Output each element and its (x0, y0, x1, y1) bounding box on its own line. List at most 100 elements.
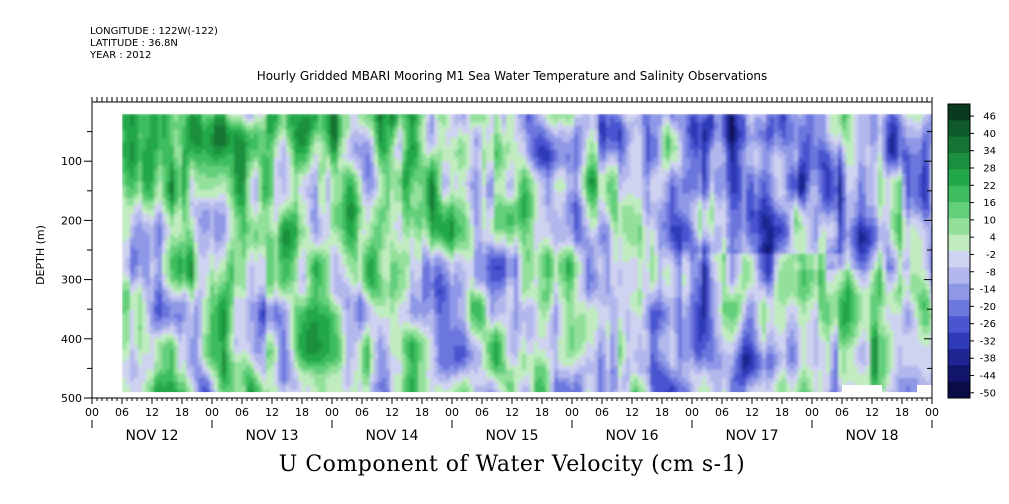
field-cell (338, 277, 343, 283)
field-cell (206, 185, 211, 191)
field-cell (126, 357, 131, 363)
field-cell (130, 185, 135, 191)
field-cell (382, 289, 387, 295)
field-cell (226, 189, 231, 195)
field-cell (134, 357, 139, 363)
field-cell (390, 313, 395, 319)
field-cell (246, 365, 251, 371)
field-cell (222, 217, 227, 223)
field-cell (262, 333, 267, 339)
field-cell (158, 297, 163, 303)
field-cell (258, 237, 263, 243)
field-cell (258, 357, 263, 363)
field-cell (286, 217, 291, 223)
field-cell (366, 197, 371, 203)
field-cell (306, 389, 311, 393)
field-cell (362, 197, 367, 203)
field-cell (282, 113, 287, 119)
field-cell (346, 253, 351, 259)
field-cell (306, 209, 311, 215)
field-cell (150, 209, 155, 215)
field-cell (390, 269, 395, 275)
field-cell (182, 353, 187, 359)
field-cell (310, 153, 315, 159)
field-cell (138, 145, 143, 151)
field-cell (190, 193, 195, 199)
field-cell (250, 369, 255, 375)
field-cell (338, 241, 343, 247)
field-cell (218, 253, 223, 259)
field-cell (122, 357, 127, 363)
field-cell (298, 129, 303, 135)
field-cell (350, 341, 355, 347)
field-cell (226, 325, 231, 331)
field-cell (282, 381, 287, 387)
field-cell (378, 305, 383, 311)
field-cell (170, 165, 175, 171)
field-cell (338, 181, 343, 187)
field-cell (242, 237, 247, 243)
field-cell (170, 281, 175, 287)
field-cell (174, 313, 179, 319)
field-cell (350, 145, 355, 151)
field-cell (378, 353, 383, 359)
field-cell (338, 253, 343, 259)
field-cell (390, 217, 395, 223)
field-cell (122, 197, 127, 203)
field-cell (402, 305, 407, 311)
field-cell (134, 197, 139, 203)
field-cell (402, 217, 407, 223)
field-cell (398, 329, 403, 335)
field-cell (214, 137, 219, 143)
field-cell (270, 285, 275, 291)
field-cell (138, 317, 143, 323)
field-cell (298, 225, 303, 231)
field-cell (170, 369, 175, 375)
field-cell (314, 113, 319, 119)
field-cell (242, 229, 247, 235)
field-cell (270, 329, 275, 335)
field-cell (198, 365, 203, 371)
field-cell (386, 353, 391, 359)
field-cell (262, 157, 267, 163)
field-cell (134, 265, 139, 271)
field-cell (386, 297, 391, 303)
field-cell (302, 181, 307, 187)
field-cell (262, 329, 267, 335)
field-cell (334, 337, 339, 343)
field-cell (378, 213, 383, 219)
field-cell (222, 289, 227, 295)
field-cell (306, 345, 311, 351)
field-cell (366, 317, 371, 323)
field-cell (350, 321, 355, 327)
field-cell (366, 257, 371, 263)
field-cell (390, 113, 395, 119)
field-cell (158, 137, 163, 143)
field-cell (134, 245, 139, 251)
field-cell (366, 237, 371, 243)
field-cell (362, 305, 367, 311)
field-cell (350, 361, 355, 367)
field-cell (186, 197, 191, 203)
field-cell (166, 241, 171, 247)
field-cell (358, 185, 363, 191)
field-cell (250, 253, 255, 259)
field-cell (282, 389, 287, 393)
field-cell (146, 381, 151, 387)
field-cell (282, 365, 287, 371)
field-cell (126, 169, 131, 175)
field-cell (334, 121, 339, 127)
field-cell (274, 229, 279, 235)
field-cell (146, 385, 151, 391)
field-cell (306, 333, 311, 339)
field-cell (378, 209, 383, 215)
field-cell (370, 353, 375, 359)
field-cell (214, 173, 219, 179)
field-cell (334, 313, 339, 319)
field-cell (142, 121, 147, 127)
field-cell (350, 217, 355, 223)
field-cell (234, 321, 239, 327)
field-cell (326, 205, 331, 211)
field-cell (166, 217, 171, 223)
field-cell (334, 277, 339, 283)
